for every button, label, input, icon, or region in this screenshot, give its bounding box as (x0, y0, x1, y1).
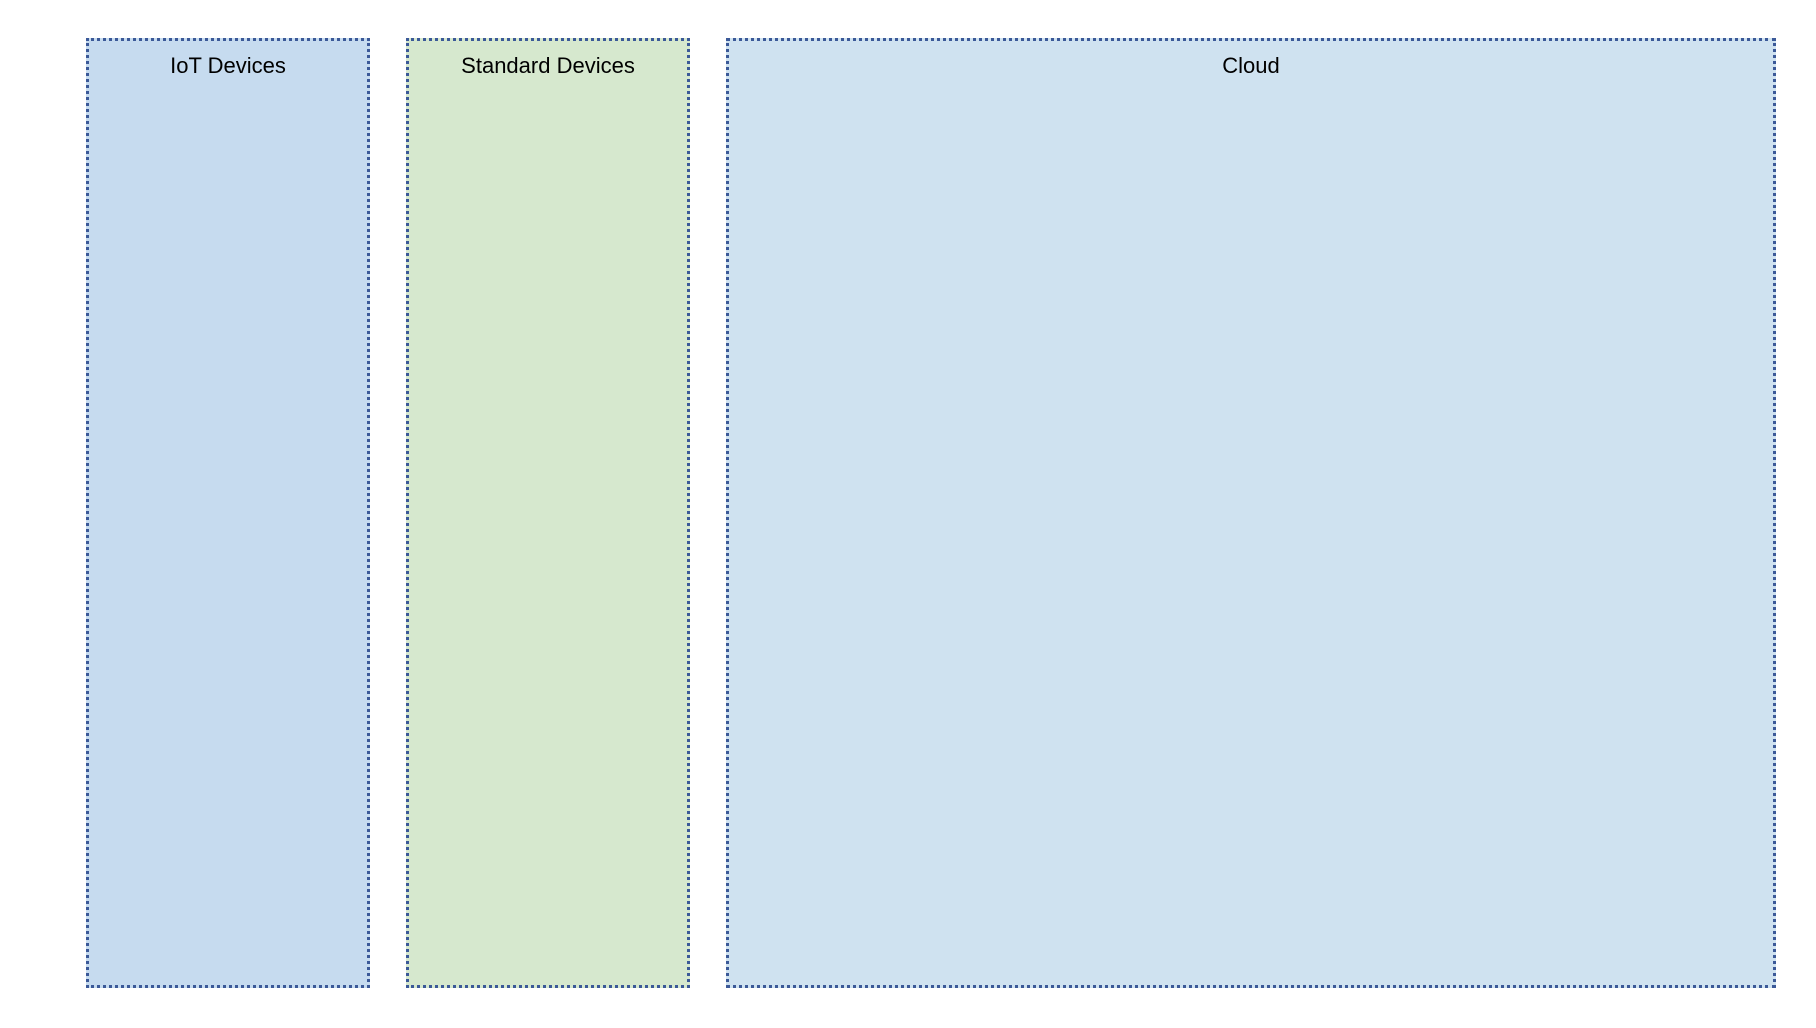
diagram-container: IoT Devices Standard Devices Cloud (86, 38, 1776, 988)
cloud-title: Cloud (1222, 53, 1279, 78)
cloud-panel: Cloud (726, 38, 1776, 988)
standard-devices-title: Standard Devices (461, 53, 635, 78)
standard-devices-panel: Standard Devices (406, 38, 690, 988)
iot-devices-title: IoT Devices (170, 53, 286, 78)
iot-devices-panel: IoT Devices (86, 38, 370, 988)
